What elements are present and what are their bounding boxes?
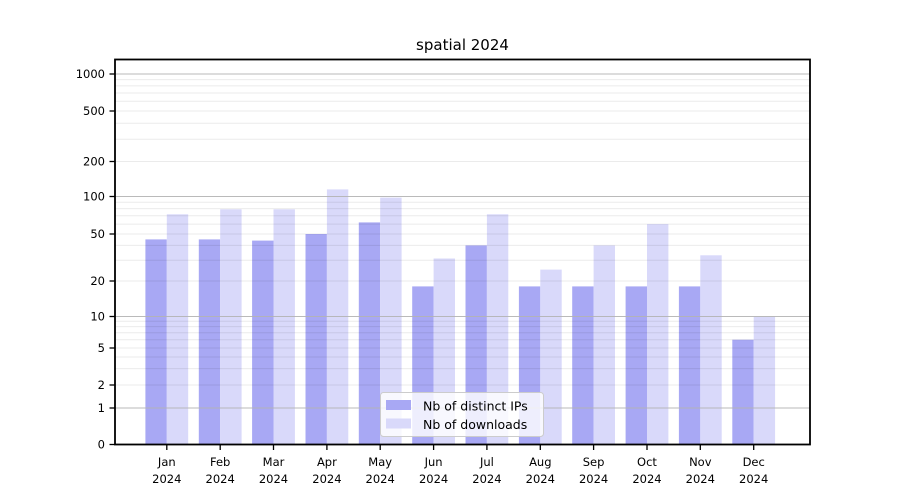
- x-tick-label-year-aug-2024: 2024: [526, 472, 555, 486]
- y-tick-label-1: 1: [98, 401, 105, 415]
- bar--downloads-jan-2024: [166, 214, 189, 445]
- y-tick-label-2: 2: [98, 378, 105, 392]
- legend-label--distinct-ips: Nb of distinct IPs: [423, 399, 528, 414]
- bar--downloads-feb-2024: [220, 209, 242, 445]
- bar--downloads-mar-2024: [273, 209, 295, 445]
- x-tick-label-oct-2024: Oct: [637, 455, 657, 469]
- x-tick-label-year-jan-2024: 2024: [152, 472, 181, 486]
- bar--distinct-ips-oct-2024: [625, 286, 647, 445]
- x-tick-label-year-jul-2024: 2024: [472, 472, 501, 486]
- bar--downloads-dec-2024: [753, 316, 776, 445]
- y-tick-label-10: 10: [90, 310, 105, 324]
- x-tick-label-apr-2024: Apr: [317, 455, 337, 469]
- bar--downloads-may-2024: [380, 197, 402, 445]
- bar--downloads-jul-2024: [486, 214, 509, 445]
- x-tick-label-aug-2024: Aug: [529, 455, 551, 469]
- axes-layer: 0 1 2 5 10 20 50 100 200 500 1000 Jan 2024 Feb 2024 Mar…: [76, 67, 769, 486]
- legend-label--downloads: Nb of downloads: [423, 417, 527, 432]
- x-tick-label-year-feb-2024: 2024: [206, 472, 235, 486]
- x-tick-label-jul-2024: Jul: [479, 455, 494, 469]
- grid-layer: [115, 73, 810, 409]
- y-tick-label-0: 0: [98, 438, 105, 452]
- legend-box: [380, 392, 544, 437]
- bar--distinct-ips-nov-2024: [678, 286, 701, 445]
- chart-title: spatial 2024: [416, 36, 509, 54]
- plot-border: [114, 58, 811, 446]
- x-tick-label-sep-2024: Sep: [583, 455, 605, 469]
- x-tick-label-year-oct-2024: 2024: [632, 472, 661, 486]
- legend-swatch--distinct-ips: [386, 400, 411, 410]
- x-tick-label-year-sep-2024: 2024: [579, 472, 608, 486]
- x-tick-label-year-mar-2024: 2024: [259, 472, 288, 486]
- bar--distinct-ips-sep-2024: [572, 286, 594, 445]
- bar--distinct-ips-mar-2024: [252, 240, 274, 445]
- x-tick-label-year-apr-2024: 2024: [312, 472, 341, 486]
- x-tick-label-mar-2024: Mar: [263, 455, 285, 469]
- bar--downloads-nov-2024: [700, 255, 722, 445]
- x-tick-label-nov-2024: Nov: [689, 455, 712, 469]
- y-tick-label-100: 100: [83, 190, 105, 204]
- x-tick-label-jun-2024: Jun: [424, 455, 443, 469]
- y-tick-label-50: 50: [90, 227, 105, 241]
- y-tick-label-1000: 1000: [76, 67, 105, 81]
- x-tick-label-may-2024: May: [368, 455, 392, 469]
- bar--distinct-ips-apr-2024: [305, 234, 327, 445]
- legend-swatch--downloads: [386, 418, 411, 429]
- bar--distinct-ips-may-2024: [358, 222, 381, 445]
- bar--downloads-aug-2024: [540, 269, 562, 445]
- x-tick-label-dec-2024: Dec: [743, 455, 765, 469]
- y-tick-label-20: 20: [90, 274, 105, 288]
- y-tick-label-200: 200: [83, 155, 105, 169]
- bar--distinct-ips-feb-2024: [198, 239, 221, 445]
- x-tick-label-year-nov-2024: 2024: [686, 472, 715, 486]
- x-tick-label-year-jun-2024: 2024: [419, 472, 448, 486]
- x-tick-label-feb-2024: Feb: [210, 455, 230, 469]
- bar--distinct-ips-jan-2024: [145, 239, 167, 445]
- x-tick-label-year-dec-2024: 2024: [739, 472, 768, 486]
- y-tick-label-500: 500: [83, 104, 105, 118]
- bar--downloads-sep-2024: [593, 245, 615, 445]
- x-tick-label-year-may-2024: 2024: [366, 472, 395, 486]
- bar--distinct-ips-dec-2024: [732, 339, 754, 445]
- y-tick-label-5: 5: [98, 341, 105, 355]
- legend: Nb of distinct IPs Nb of downloads: [380, 392, 544, 437]
- bar--downloads-oct-2024: [647, 224, 669, 445]
- x-tick-label-jan-2024: Jan: [157, 455, 176, 469]
